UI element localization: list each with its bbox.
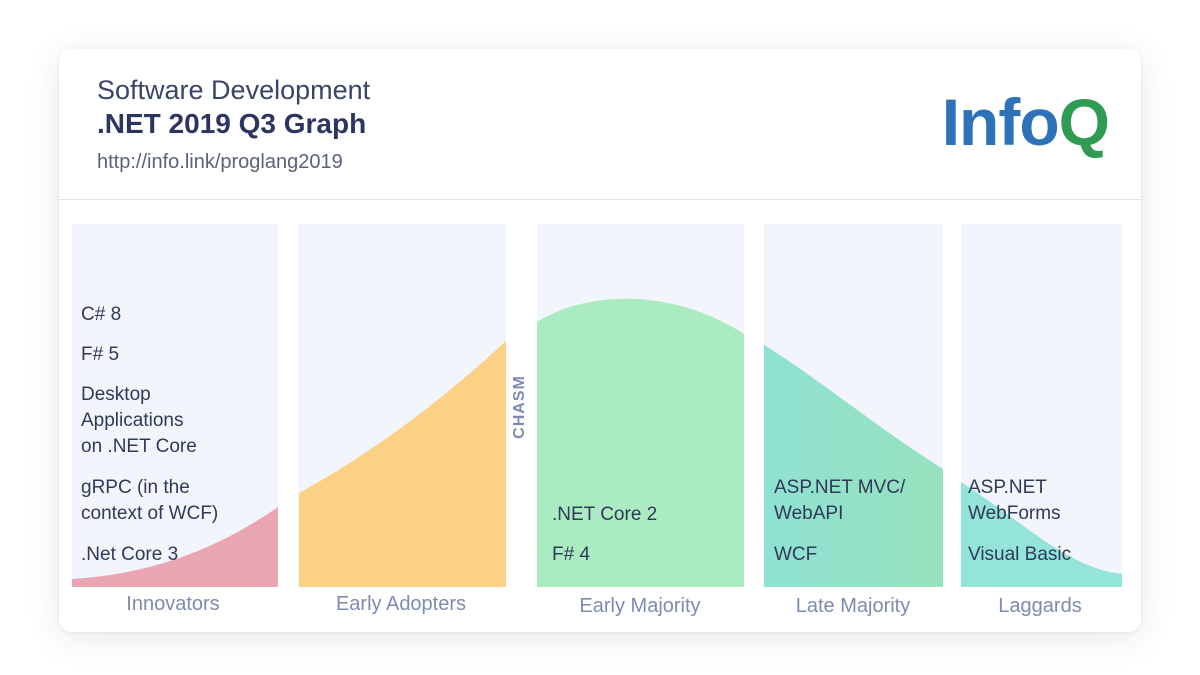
- item-fsharp-5: F# 5: [81, 344, 120, 365]
- laggards-curve-area: [961, 482, 1122, 587]
- early-adopters-curve-area: [299, 341, 506, 587]
- innovators-curve-area: [72, 507, 278, 587]
- item-net-core-2: .NET Core 2: [552, 504, 658, 525]
- column-label-laggards: Laggards: [998, 595, 1081, 617]
- column-label-early-adopters: Early Adopters: [336, 593, 466, 615]
- logo-info-text: Info: [941, 85, 1060, 159]
- innovators-panel: [72, 224, 278, 587]
- header-url: http://info.link/proglang2019: [97, 151, 343, 173]
- header-subtitle: Software Development: [97, 75, 371, 105]
- column-label-late-majority: Late Majority: [796, 595, 911, 617]
- late-majority-curve-area: [764, 345, 943, 587]
- early-majority-curve-area: [537, 298, 744, 587]
- column-label-early-majority: Early Majority: [579, 595, 700, 617]
- item-csharp-8: C# 8: [81, 304, 122, 325]
- header-divider: [59, 199, 1141, 200]
- infoq-logo: InfoQ: [942, 89, 1110, 155]
- logo-q-text: Q: [1058, 85, 1110, 159]
- item-aspnet-webforms: ASP.NET WebForms: [968, 477, 1061, 524]
- item-net-core-3: .Net Core 3: [81, 544, 179, 565]
- adoption-curve-diagram: Innovators Early Adopters Early Majority…: [72, 224, 1122, 617]
- item-aspnet-mvc-webapi: ASP.NET MVC/ WebAPI: [774, 477, 906, 524]
- diagram-card: Software Development .NET 2019 Q3 Graph …: [59, 49, 1141, 632]
- item-grpc: gRPC (in the context of WCF): [81, 477, 219, 524]
- item-visual-basic: Visual Basic: [968, 544, 1072, 565]
- header-title: .NET 2019 Q3 Graph: [97, 108, 367, 139]
- item-wcf: WCF: [774, 544, 818, 565]
- chasm-label: CHASM: [511, 375, 528, 439]
- item-fsharp-4: F# 4: [552, 544, 591, 565]
- item-desktop-apps-net-core: Desktop Applications on .NET Core: [81, 384, 197, 457]
- column-label-innovators: Innovators: [126, 593, 219, 615]
